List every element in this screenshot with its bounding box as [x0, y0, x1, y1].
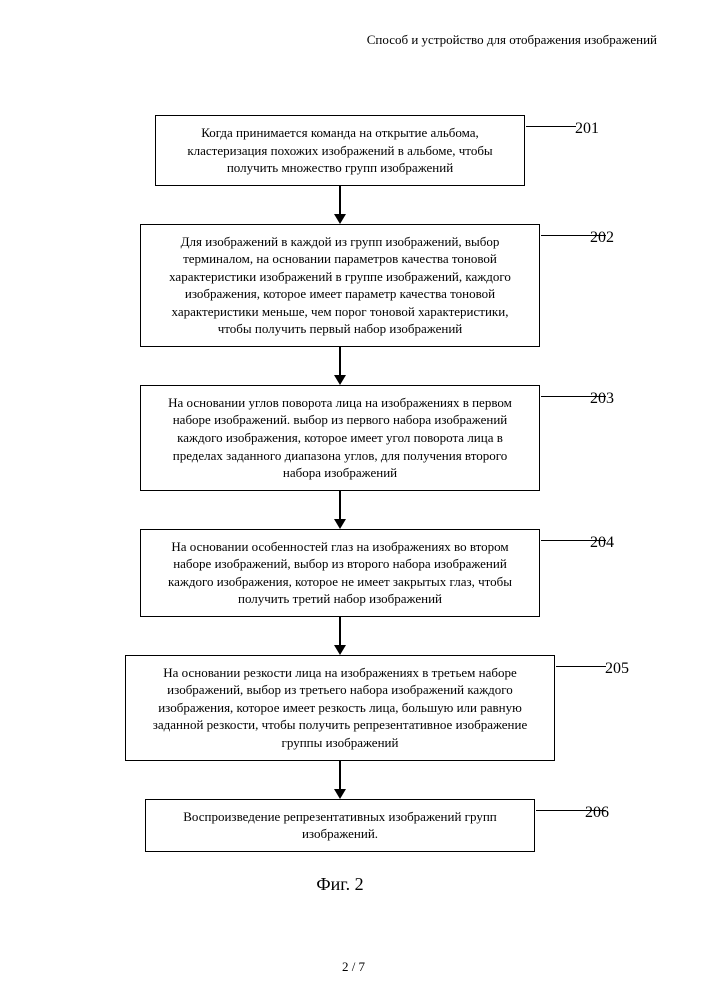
node-leader-line: [526, 126, 576, 127]
node-leader-line: [556, 666, 606, 667]
arrow-line: [339, 491, 341, 521]
flowchart-node-206: Воспроизведение репрезентативных изображ…: [145, 799, 535, 852]
flowchart-node-203: На основании углов поворота лица на изоб…: [140, 385, 540, 491]
flowchart-arrow: [105, 347, 575, 385]
page-title: Способ и устройство для отображения изоб…: [367, 32, 657, 48]
figure-caption: Фиг. 2: [105, 874, 575, 895]
arrow-head-icon: [334, 789, 346, 799]
arrow-head-icon: [334, 519, 346, 529]
arrow-line: [339, 617, 341, 647]
arrow-head-icon: [334, 214, 346, 224]
flowchart-node-205: На основании резкости лица на изображени…: [125, 655, 555, 761]
node-label-205: 205: [605, 658, 629, 680]
node-label-206: 206: [585, 802, 609, 824]
node-label-201: 201: [575, 118, 599, 140]
arrow-head-icon: [334, 375, 346, 385]
flowchart-arrow: [105, 491, 575, 529]
arrow-line: [339, 761, 341, 791]
node-label-202: 202: [590, 227, 614, 249]
flowchart-node-204: На основании особенностей глаз на изобра…: [140, 529, 540, 617]
flowchart-node-202: Для изображений в каждой из групп изобра…: [140, 224, 540, 347]
arrow-line: [339, 186, 341, 216]
node-label-204: 204: [590, 532, 614, 554]
flowchart-container: Когда принимается команда на открытие ал…: [105, 115, 575, 895]
flowchart-node-201: Когда принимается команда на открытие ал…: [155, 115, 525, 186]
arrow-head-icon: [334, 645, 346, 655]
arrow-line: [339, 347, 341, 377]
node-label-203: 203: [590, 388, 614, 410]
flowchart-arrow: [105, 761, 575, 799]
page-number: 2 / 7: [0, 959, 707, 975]
flowchart-arrow: [105, 186, 575, 224]
flowchart-arrow: [105, 617, 575, 655]
